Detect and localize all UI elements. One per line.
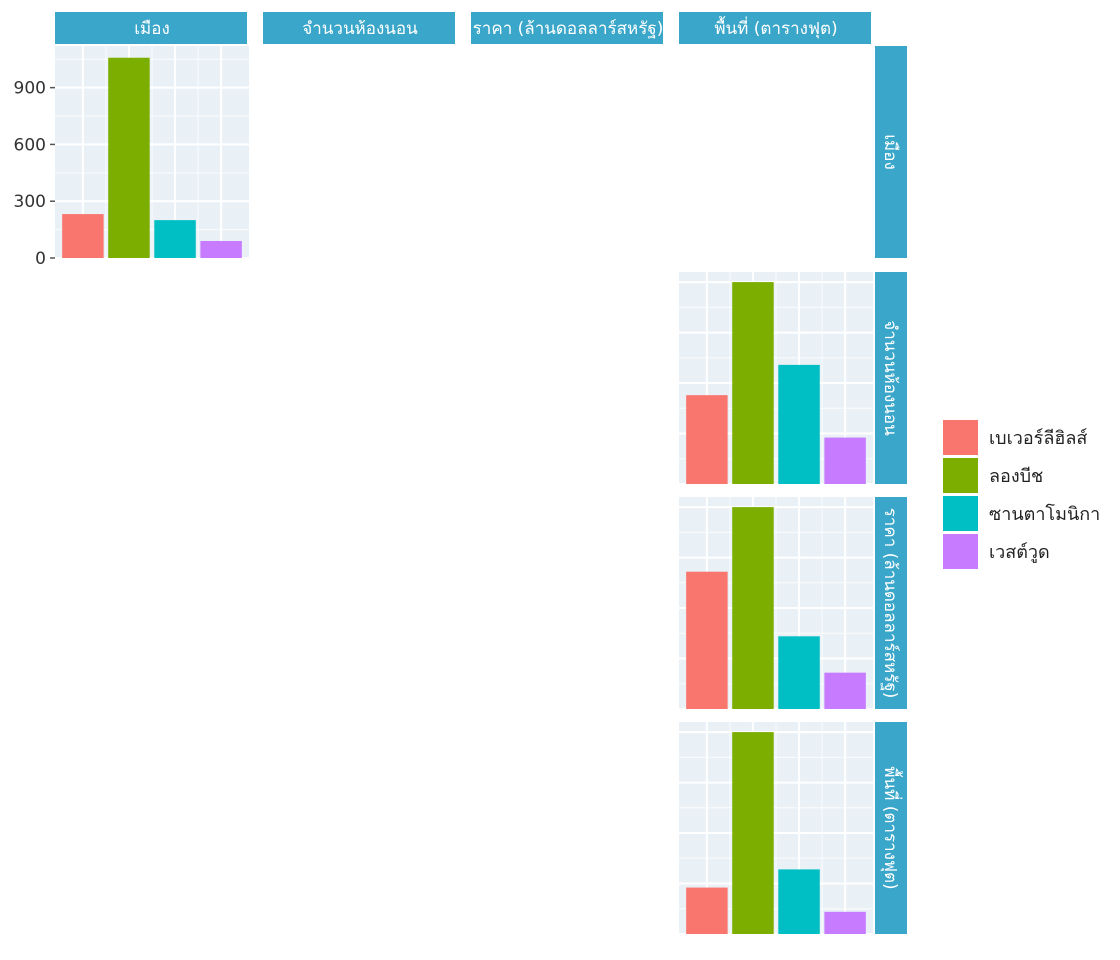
column-strip-label: ราคา (ล้านดอลลาร์สหรัฐ) (473, 19, 664, 39)
bar-2 (732, 507, 774, 709)
bar-2 (108, 57, 150, 258)
column-strip-4 (679, 12, 871, 44)
column-strips: เมือง จำนวนห้องนอน ราคา (ล้านดอลลาร์สหรัฐ)… (55, 12, 871, 44)
y-tick-label: 0 (35, 249, 46, 269)
legend-key-1 (943, 420, 978, 455)
row-strip-label: จำนวนห้องนอน (880, 320, 900, 436)
bar-4 (824, 911, 866, 934)
panel-2 (679, 272, 873, 485)
column-strip-3 (471, 12, 663, 44)
bar-2 (732, 732, 774, 934)
bar-1 (686, 571, 728, 709)
bar-3 (154, 220, 196, 258)
legend-label: เวสต์วูด (989, 542, 1050, 563)
legend-label: ลองบีช (989, 466, 1043, 487)
bar-4 (824, 437, 866, 484)
y-tick-label: 300 (14, 192, 46, 212)
legend-key-4 (943, 534, 978, 569)
row-strip-1 (875, 46, 907, 258)
bar-3 (778, 636, 820, 709)
bar-3 (778, 869, 820, 934)
panel-1: 0 300 600 900 (14, 46, 249, 269)
bar-4 (200, 240, 242, 258)
y-tick-label: 600 (14, 135, 46, 155)
bar-3 (778, 364, 820, 484)
legend-key-3 (943, 496, 978, 531)
panels: 0 300 600 900 (14, 46, 873, 935)
bar-1 (686, 887, 728, 934)
row-strip-label: ราคา (ล้านดอลลาร์สหรัฐ) (880, 508, 900, 699)
row-strip-2 (875, 272, 907, 484)
row-strip-4 (875, 722, 907, 934)
column-strip-label: จำนวนห้องนอน (302, 19, 418, 39)
row-strip-3 (875, 497, 907, 709)
row-strip-label: พื้นที่ (ตารางฟุต) (880, 766, 903, 889)
column-strip-label: เมือง (134, 19, 170, 39)
column-strip-1 (55, 12, 247, 44)
bar-2 (732, 282, 774, 484)
legend-label: เบเวอร์ลีฮิลส์ (989, 428, 1087, 449)
column-strip-2 (263, 12, 455, 44)
bar-4 (824, 672, 866, 709)
column-strip-label: พื้นที่ (ตารางฟุต) (714, 16, 837, 39)
bar-1 (62, 214, 104, 258)
y-tick-label: 900 (14, 79, 46, 99)
row-strip-label: เมือง (880, 134, 900, 170)
bar-1 (686, 395, 728, 484)
panel-3 (679, 497, 873, 710)
panel-4 (679, 722, 873, 935)
legend-label: ซานตาโมนิกา (989, 503, 1100, 525)
legend-key-2 (943, 458, 978, 493)
